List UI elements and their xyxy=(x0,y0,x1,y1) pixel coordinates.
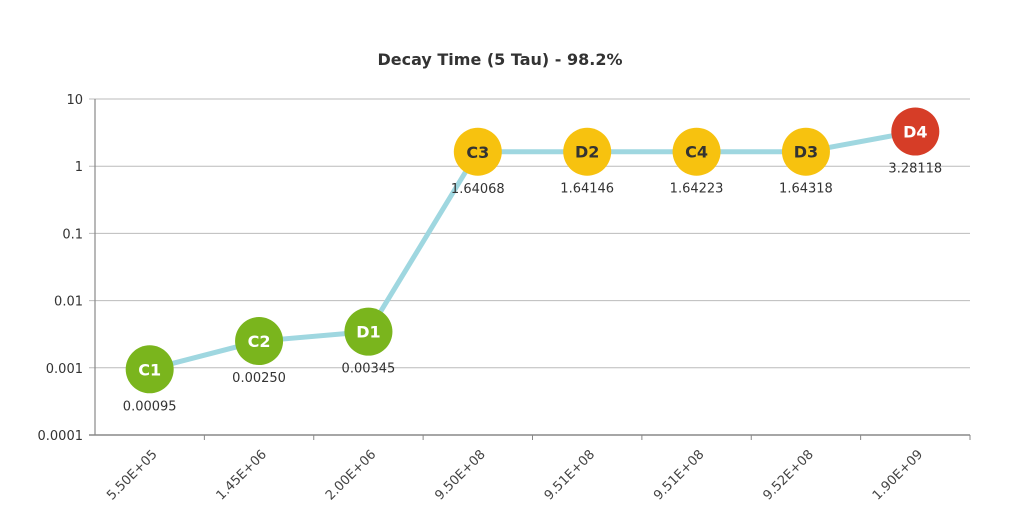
data-point-d1 xyxy=(344,307,393,356)
x-tick-label: 9.50E+08 xyxy=(432,447,488,503)
point-label: C1 xyxy=(138,360,161,379)
point-label: D2 xyxy=(575,143,599,162)
x-tick-label: 9.52E+08 xyxy=(760,447,816,503)
point-label: C4 xyxy=(685,143,708,162)
y-axis: 10 1 0.1 0.01 0.001 0.0001 xyxy=(38,93,84,444)
x-tick-label: 9.51E+08 xyxy=(651,447,707,503)
y-tick-label: 1 xyxy=(75,160,83,175)
data-label: 1.64146 xyxy=(560,182,614,197)
point-label: D1 xyxy=(356,323,380,342)
x-axis: 5.50E+05 1.45E+06 2.00E+06 9.50E+08 9.51E+08… xyxy=(104,447,926,503)
x-tick-label: 5.50E+05 xyxy=(104,447,160,503)
point-label: C3 xyxy=(466,143,489,162)
data-point-d3 xyxy=(781,127,830,176)
data-point-c3 xyxy=(453,127,502,176)
chart-title: Decay Time (5 Tau) - 98.2% xyxy=(377,50,622,69)
y-tick-label: 0.001 xyxy=(46,362,83,377)
data-point-d4 xyxy=(891,107,940,156)
series-decay-time: C1 0.00095 C2 0.00250 D1 0.00345 C3 1.64068 D2 1.… xyxy=(123,107,942,414)
data-label: 3.28118 xyxy=(888,162,942,177)
data-point-c2 xyxy=(235,317,284,366)
y-tick-label: 10 xyxy=(66,93,83,108)
data-point-d2 xyxy=(563,127,612,176)
data-label: 1.64318 xyxy=(779,182,833,197)
x-tick-label: 1.45E+06 xyxy=(214,447,270,503)
x-tick-label: 2.00E+06 xyxy=(323,447,379,503)
data-label: 0.00095 xyxy=(123,399,177,414)
data-point-c1 xyxy=(125,345,174,394)
point-label: C2 xyxy=(248,332,271,351)
data-label: 1.64068 xyxy=(451,182,505,197)
y-tick-label: 0.0001 xyxy=(38,429,84,444)
x-tick-label: 1.90E+09 xyxy=(870,447,926,503)
data-label: 0.00345 xyxy=(342,362,396,377)
gridlines xyxy=(89,98,971,440)
y-tick-label: 0.01 xyxy=(54,295,83,310)
y-tick-label: 0.1 xyxy=(62,227,83,242)
data-point-c4 xyxy=(672,127,721,176)
point-label: D4 xyxy=(903,123,927,142)
data-label: 1.64223 xyxy=(670,182,724,197)
data-label: 0.00250 xyxy=(232,371,286,386)
x-tick-label: 9.51E+08 xyxy=(542,447,598,503)
point-label: D3 xyxy=(794,143,818,162)
